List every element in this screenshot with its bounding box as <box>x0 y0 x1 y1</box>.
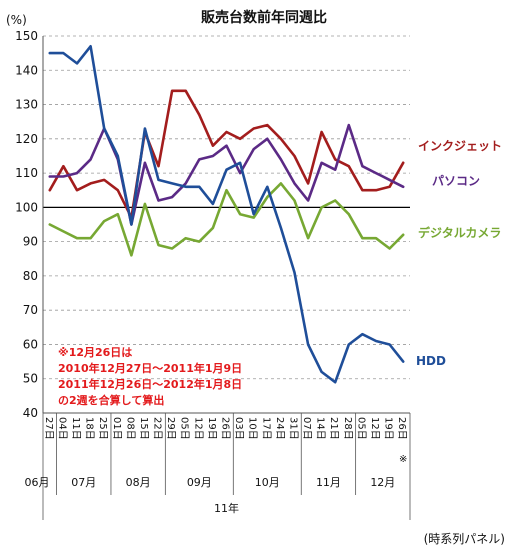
y-tick-label: 130 <box>15 98 38 112</box>
series-line <box>48 89 405 219</box>
month-label: 07月 <box>71 476 96 489</box>
annotation-line-2: 2010年12月27日～2011年1月9日 <box>58 361 242 375</box>
source-note: (時系列パネル) <box>424 532 505 546</box>
x-tick-label: 18日 <box>84 417 95 440</box>
x-tick-label: 31日 <box>287 417 298 440</box>
y-tick-label: 80 <box>23 269 38 283</box>
x-tick-label: 12日 <box>369 417 380 440</box>
x-tick-label: 17日 <box>260 417 271 440</box>
x-tick-label: 22日 <box>152 417 163 440</box>
month-label: 06月 <box>25 476 50 489</box>
gridlines <box>43 35 410 414</box>
x-tick-label: 21日 <box>328 417 339 440</box>
x-tick-label: 29日 <box>165 417 176 440</box>
y-axis-unit: (%) <box>6 13 27 27</box>
year-label: 11年 <box>214 501 239 515</box>
y-tick-label: 40 <box>23 406 38 420</box>
series-line <box>48 123 405 226</box>
annotation-line-3: 2011年12月26日～2012年1月8日 <box>58 377 242 391</box>
series-label: インクジェット <box>418 139 502 153</box>
x-tick-label: 10日 <box>247 417 258 440</box>
x-tick-label: 07日 <box>301 417 312 440</box>
x-tick-label: 05日 <box>355 417 366 440</box>
series-label: HDD <box>416 354 446 368</box>
y-tick-label: 50 <box>23 372 38 386</box>
x-tick-label: 26日 <box>220 417 231 440</box>
month-label: 12月 <box>370 476 395 489</box>
series-label: パソコン <box>432 174 480 188</box>
y-tick-label: 120 <box>15 132 38 146</box>
series-label: デジタルカメラ <box>418 225 501 240</box>
x-axis: 27日 04日 11日 18日 25日 01日 08日 15日 22日 29日 05日 12日 19日 2… <box>25 36 411 520</box>
y-tick-label: 150 <box>15 29 38 43</box>
series-line <box>48 182 405 257</box>
annotation-line-1: ※12月26日は <box>58 346 132 359</box>
y-tick-label: 100 <box>15 200 38 214</box>
y-tick-labels: 40 50 60 70 80 90 100 110 120 130 140 150 <box>15 29 38 420</box>
x-tick-label: 25日 <box>97 417 108 440</box>
x-tick-label: 12日 <box>192 417 203 440</box>
y-tick-label: 140 <box>15 63 38 77</box>
y-tick-label: 70 <box>23 303 38 317</box>
x-tick-label: 28日 <box>342 417 353 440</box>
month-label: 10月 <box>255 476 280 489</box>
x-tick-label: 03日 <box>233 417 244 440</box>
y-tick-label: 90 <box>23 235 38 249</box>
y-tick-label: 110 <box>15 166 38 180</box>
chart-title: 販売台数前年同週比 <box>201 9 327 26</box>
month-label: 11月 <box>316 476 341 489</box>
x-tick-label: 14日 <box>315 417 326 440</box>
month-label: 08月 <box>126 476 151 489</box>
x-tick-label: 01日 <box>111 417 122 440</box>
x-tick-label: 05日 <box>179 417 190 440</box>
x-tick-label: 19日 <box>383 417 394 440</box>
x-tick-note-mark: ※ <box>399 454 407 465</box>
x-tick-label: 15日 <box>138 417 149 440</box>
y-tick-label: 60 <box>23 337 38 351</box>
x-tick-label: 08日 <box>124 417 135 440</box>
series-line <box>48 44 405 384</box>
x-tick-label: 24日 <box>274 417 285 440</box>
x-tick-label: 19日 <box>206 417 217 440</box>
series-lines <box>48 44 405 384</box>
x-tick-label: 04日 <box>56 417 67 440</box>
annotation-line-4: の2週を合算して算出 <box>58 393 164 407</box>
month-label: 09月 <box>187 476 212 489</box>
x-tick-label: 27日 <box>43 417 54 440</box>
x-tick-label: 26日 <box>396 417 407 440</box>
x-tick-label: 11日 <box>70 417 81 440</box>
